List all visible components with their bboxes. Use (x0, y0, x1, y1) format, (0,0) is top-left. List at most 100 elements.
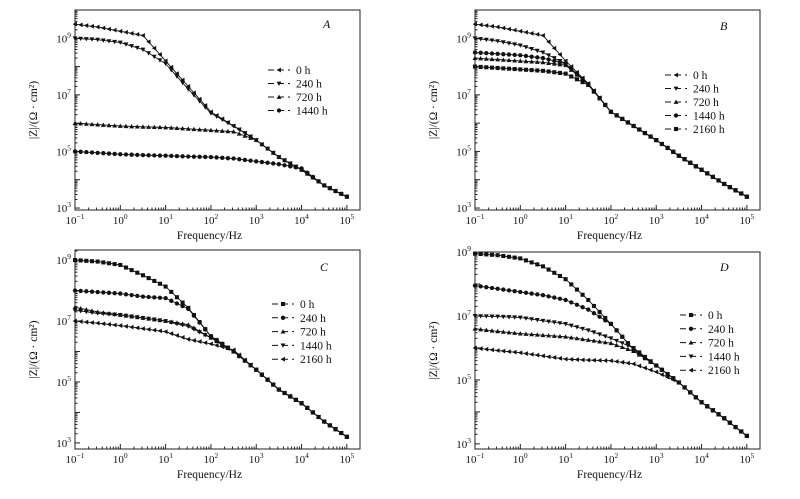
data-point (84, 149, 89, 155)
data-point (557, 321, 563, 326)
data-point (489, 65, 495, 70)
data-point (106, 321, 111, 327)
data-point (72, 21, 77, 27)
data-point (101, 151, 106, 156)
legend-label: 240 h (300, 313, 326, 325)
data-point (253, 137, 259, 143)
data-point (117, 123, 123, 128)
data-point (506, 330, 512, 335)
tick-exponent: 2 (615, 212, 619, 221)
data-point (168, 331, 174, 336)
data-point (693, 164, 698, 169)
data-point (220, 155, 225, 160)
data-point (225, 156, 231, 161)
legend-label: 0 h (300, 299, 315, 311)
data-point (106, 26, 111, 32)
data-point (78, 319, 83, 324)
data-point (540, 318, 546, 324)
data-point (78, 149, 83, 154)
tick-exponent: 3 (67, 200, 71, 209)
data-point (517, 43, 523, 48)
panel-a: 10−1 100 101 102 103 104 105103105107109Freque… (28, 9, 361, 242)
data-point (112, 312, 118, 317)
tick-base: 10 (66, 215, 78, 227)
data-point (670, 376, 676, 381)
data-point (523, 58, 529, 64)
data-point (631, 361, 636, 367)
x-tick-label: 100 (113, 451, 128, 466)
data-point (253, 367, 259, 373)
data-point (134, 45, 140, 51)
data-point (219, 342, 225, 348)
tick-exponent: 2 (215, 451, 219, 460)
data-point (608, 358, 613, 364)
data-point (602, 339, 608, 345)
panel-b: 10−1 100 101 102 103 104 105103105107109Freque… (428, 9, 761, 242)
data-point (489, 38, 495, 43)
data-point (676, 153, 681, 158)
x-tick-label: 104 (694, 451, 709, 466)
data-point (585, 357, 591, 363)
legend-label: 240 h (693, 84, 719, 96)
data-point (72, 120, 78, 126)
tick-base: 10 (466, 454, 478, 466)
data-point (129, 30, 134, 36)
tick-exponent: 5 (67, 374, 71, 383)
data-point (540, 33, 545, 38)
data-point (506, 315, 512, 320)
x-tick-label: 104 (294, 212, 309, 227)
data-point (163, 329, 168, 335)
data-point (276, 387, 281, 392)
data-point (152, 295, 157, 300)
data-point (501, 253, 506, 259)
data-point (472, 345, 477, 351)
data-point (219, 128, 225, 133)
data-point (123, 292, 129, 297)
data-point (500, 314, 506, 320)
data-point (338, 430, 344, 436)
data-point (163, 284, 168, 289)
data-point (259, 141, 265, 147)
data-point (546, 39, 551, 45)
data-point (478, 326, 484, 332)
tick-base: 10 (513, 454, 525, 466)
legend-marker (688, 340, 694, 345)
plot-frame (74, 249, 361, 450)
data-point (552, 295, 557, 300)
data-point (151, 54, 157, 60)
data-point (597, 332, 603, 337)
data-point (506, 26, 511, 32)
data-point (501, 287, 506, 292)
legend-label: 1440 h (296, 106, 328, 118)
tick-exponent: −1 (77, 212, 85, 221)
data-point (744, 194, 749, 199)
data-point (659, 372, 664, 377)
data-point (129, 292, 134, 298)
data-point (625, 343, 631, 348)
data-point (614, 338, 619, 344)
data-point (501, 52, 506, 57)
data-point (478, 64, 483, 69)
data-point (472, 50, 478, 55)
data-point (574, 335, 580, 341)
data-point (551, 333, 557, 338)
data-point (140, 47, 146, 53)
data-point (642, 131, 647, 136)
data-point (135, 270, 140, 275)
y-axis-label: |Z|/(Ω · cm²) (428, 321, 440, 379)
data-point (106, 261, 112, 266)
data-point (523, 53, 529, 59)
data-point (140, 273, 146, 278)
data-point (483, 56, 489, 61)
tick-base: 10 (558, 215, 570, 227)
tick-exponent: 4 (305, 212, 309, 221)
data-point (665, 145, 670, 150)
data-point (506, 52, 512, 57)
data-point (208, 341, 213, 347)
y-tick-label: 105 (56, 374, 71, 389)
data-point (72, 308, 78, 313)
data-point (117, 28, 123, 34)
data-point (512, 58, 518, 63)
data-point (174, 125, 180, 131)
data-point (231, 124, 236, 129)
